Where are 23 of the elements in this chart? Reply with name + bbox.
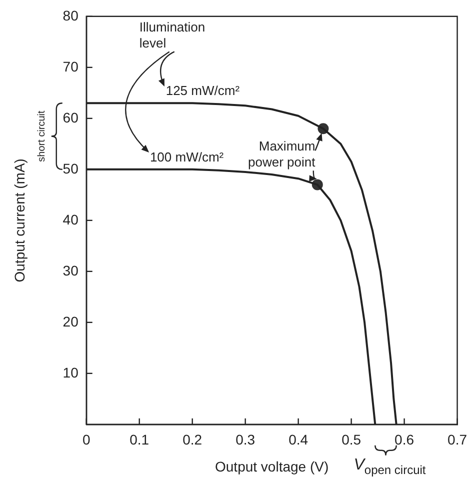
x-tick-label: 0.6 (394, 432, 414, 448)
y-tick-label: 50 (62, 160, 79, 176)
y-tick-label: 80 (62, 7, 79, 24)
x-axis-title: Output voltage (V) (215, 458, 329, 474)
annotation: 100 mW/cm² (150, 149, 224, 164)
annotation: 125 mW/cm² (166, 83, 240, 98)
annotation: Maximum power point (248, 138, 316, 170)
text: short circuit (36, 110, 48, 162)
x-tick-label: 0.3 (236, 432, 256, 448)
x-tick-label: 0.7 (448, 432, 468, 448)
y-tick-label: 10 (62, 364, 79, 380)
x-tick-label: 0.5 (342, 432, 362, 448)
annotation: Illumination level (139, 20, 206, 51)
y-tick-label: 40 (62, 211, 79, 228)
x-tick-label: 0.4 (288, 432, 308, 448)
x-tick-label: 0.2 (182, 432, 202, 448)
x-tick-label: 0.1 (130, 432, 150, 448)
y-tick-label: 20 (62, 313, 79, 330)
x-tick-label: 0 (82, 432, 90, 448)
y-tick-label: 30 (62, 262, 79, 278)
y-axis-title: Output current (mA) (11, 158, 28, 282)
y-tick-label: 60 (62, 109, 79, 126)
y-tick-label: 70 (62, 58, 79, 74)
